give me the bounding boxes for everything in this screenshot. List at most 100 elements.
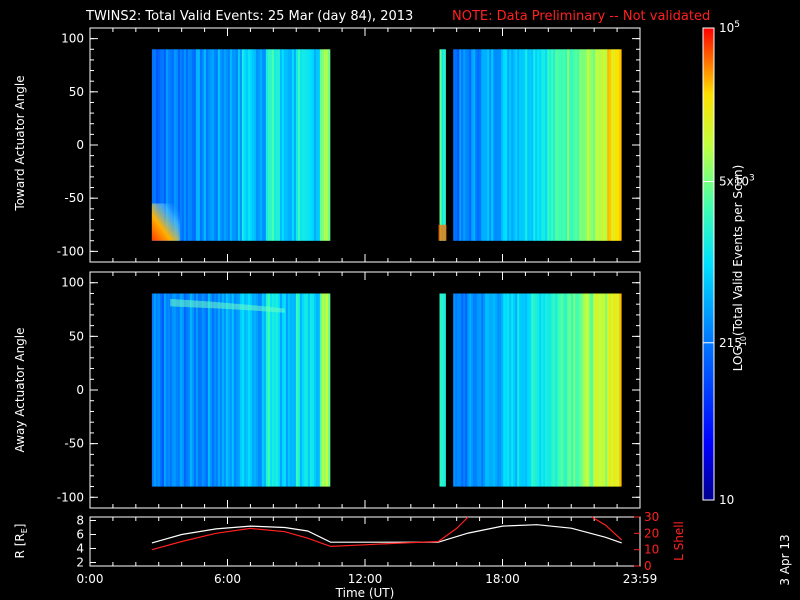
heatmap-column [489,293,492,487]
heatmap-column [551,49,554,241]
heatmap-column [511,49,514,241]
heatmap-column [293,293,297,487]
heatmap-column [305,49,309,241]
y-tick-label: -100 [57,244,84,258]
heatmap-column [259,49,263,241]
heatmap-column [613,293,616,487]
heatmap-column [511,293,514,487]
heatmap-column [241,293,245,487]
heatmap-column [477,49,480,241]
heatmap-column [491,293,494,487]
heatmap-column [531,49,534,241]
heatmap-column [181,49,185,241]
heatmap-column [579,49,582,241]
heatmap-column [157,293,161,487]
heatmap-column [217,49,221,241]
heatmap-column [529,293,532,487]
heatmap-column [569,293,572,487]
heatmap-column [495,293,498,487]
heatmap-column [539,293,542,487]
heatmap-column [469,49,472,241]
heatmap-column [565,49,568,241]
heatmap-column [313,293,317,487]
heatmap-column [535,49,538,241]
heatmap-column [507,293,510,487]
heatmap-column [591,49,594,241]
heatmap-column [271,49,275,241]
heatmap-column [477,293,480,487]
heatmap-column [259,293,263,487]
heatmap-column [517,49,520,241]
x-axis-label: Time (UT) [335,586,395,600]
heatmap-column [561,49,564,241]
ephem-left-tick-label: 6 [76,528,84,542]
heatmap-column [309,49,313,241]
heatmap-column [195,49,199,241]
heatmap-column [467,49,470,241]
heatmap-column [195,293,199,487]
top-heatmap-panel: 100 50 0 -50 -100 [57,27,641,263]
heatmap-column [579,293,582,487]
heatmap-column [199,293,203,487]
y-tick-label: 100 [61,32,84,46]
heatmap-column [289,49,293,241]
heatmap-column [185,293,189,487]
preliminary-note: NOTE: Data Preliminary -- Not validated [452,9,710,24]
heatmap-column [601,49,604,241]
heatmap-column [461,49,464,241]
heatmap-column [497,49,500,241]
heatmap-column [321,49,325,241]
heatmap-column [491,49,494,241]
heatmap-column [243,293,247,487]
ephem-right-axis-label: L Shell [672,521,686,561]
heatmap-column [183,49,187,241]
heatmap-column [573,293,576,487]
heatmap-column [507,49,510,241]
colorbar-tick-label: 215 [719,336,742,350]
heatmap-column [545,293,548,487]
heatmap-column [203,293,207,487]
heatmap-column [179,49,183,241]
heatmap-column [503,293,506,487]
heatmap-column [475,49,478,241]
heatmap-column [481,49,484,241]
heatmap-column [323,293,327,487]
heatmap-column [277,49,281,241]
heatmap-column [181,293,185,487]
heatmap-column [233,49,237,241]
heatmap-column [459,49,462,241]
heatmap-column [595,49,598,241]
heatmap-column [549,293,552,487]
heatmap-column [481,293,484,487]
heatmap-column [189,293,193,487]
heatmap-column [325,49,329,241]
heatmap-column [197,49,201,241]
heatmap-column [307,49,311,241]
heatmap-column [215,293,219,487]
heatmap-column [487,293,490,487]
heatmap-column [219,293,223,487]
heatmap-column [323,49,327,241]
heatmap-column [183,293,187,487]
heatmap-column [557,293,560,487]
heatmap-column [291,293,295,487]
heatmap-column [261,49,265,241]
heatmap-column [173,293,177,487]
heatmap-column [207,293,211,487]
heatmap-column [211,293,215,487]
heatmap-column [273,293,277,487]
heatmap-column [295,49,299,241]
heatmap-column [441,293,444,487]
heatmap-column [221,293,225,487]
heatmap-column [485,293,488,487]
y-tick-label: 50 [69,85,84,99]
heatmap-column [275,49,279,241]
ephem-right-tick-label: 20 [644,526,659,540]
colorbar-label-sub: 10 [739,336,748,346]
heatmap-column [483,293,486,487]
heatmap-column [527,293,530,487]
heatmap-column [549,49,552,241]
heatmap-column [573,49,576,241]
heatmap-column [479,293,482,487]
